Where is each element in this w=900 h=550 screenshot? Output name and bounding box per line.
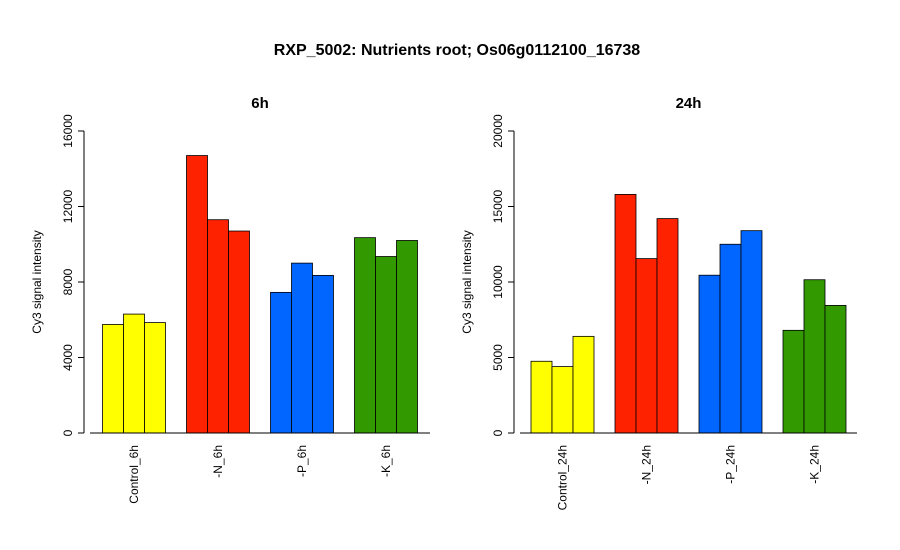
bar--P_6h-2 <box>291 262 313 434</box>
bar--K_6h-2 <box>375 256 397 434</box>
panel-title: 24h <box>676 95 702 112</box>
bar--K_24h-3 <box>824 305 847 434</box>
bar--N_6h-3 <box>228 230 250 434</box>
bar--P_6h-3 <box>312 274 334 434</box>
bar-Control_24h-3 <box>572 335 595 434</box>
panel-6h: 6h Control_6h -N_6h -P_6h -K_6h 0 4000 8000 1200… <box>30 95 430 504</box>
bar--K_24h-1 <box>782 329 805 434</box>
bar--N_6h-1 <box>186 155 208 434</box>
y-tick-label: 12000 <box>61 189 75 223</box>
bar-Control_24h-1 <box>530 360 553 434</box>
bar--K_24h-2 <box>803 279 826 434</box>
x-tick-label: Control_6h <box>127 445 141 504</box>
figure-title: RXP_5002: Nutrients root; Os06g0112100_1… <box>274 42 641 59</box>
y-tick-label: 5000 <box>491 344 505 371</box>
y-tick-label: 16000 <box>61 114 75 148</box>
y-tick-label: 0 <box>491 429 505 436</box>
bar--N_24h-2 <box>635 258 658 434</box>
bar--P_6h-1 <box>270 291 292 434</box>
bar--K_6h-3 <box>396 240 418 434</box>
bar-Control_6h-2 <box>123 313 145 434</box>
y-tick-label: 15000 <box>491 189 505 223</box>
y-tick-label: 10000 <box>491 265 505 299</box>
y-axis-label: Cy3 signal intensity <box>30 230 44 333</box>
bar--N_6h-2 <box>207 219 229 434</box>
bar--P_24h-1 <box>698 274 721 434</box>
y-tick-label: 0 <box>61 429 75 436</box>
bar-Control_24h-2 <box>551 366 574 434</box>
x-tick-label: -N_24h <box>640 445 654 484</box>
x-tick-label: -K_6h <box>379 445 393 477</box>
x-tick-label: -P_24h <box>724 445 738 484</box>
bar--N_24h-1 <box>614 194 637 434</box>
y-tick-label: 20000 <box>491 114 505 148</box>
y-tick-label: 8000 <box>61 268 75 295</box>
x-tick-label: -P_6h <box>295 445 309 477</box>
panel-24h: 24h Control_24h -N_24h -P_24h -K_24h 0 5000 100… <box>460 95 857 510</box>
bar--N_24h-3 <box>656 218 679 434</box>
bar--P_24h-2 <box>719 243 742 434</box>
y-axis-label: Cy3 signal intensity <box>460 230 474 333</box>
x-tick-label: -N_6h <box>211 445 225 478</box>
x-tick-label: -K_24h <box>808 445 822 484</box>
y-tick-label: 4000 <box>61 344 75 371</box>
bar-Control_6h-3 <box>144 322 166 434</box>
bar--P_24h-3 <box>740 230 763 434</box>
x-tick-label: Control_24h <box>556 445 570 510</box>
panel-title: 6h <box>251 95 269 112</box>
bar--K_6h-1 <box>354 237 376 434</box>
bar-Control_6h-1 <box>102 324 124 434</box>
